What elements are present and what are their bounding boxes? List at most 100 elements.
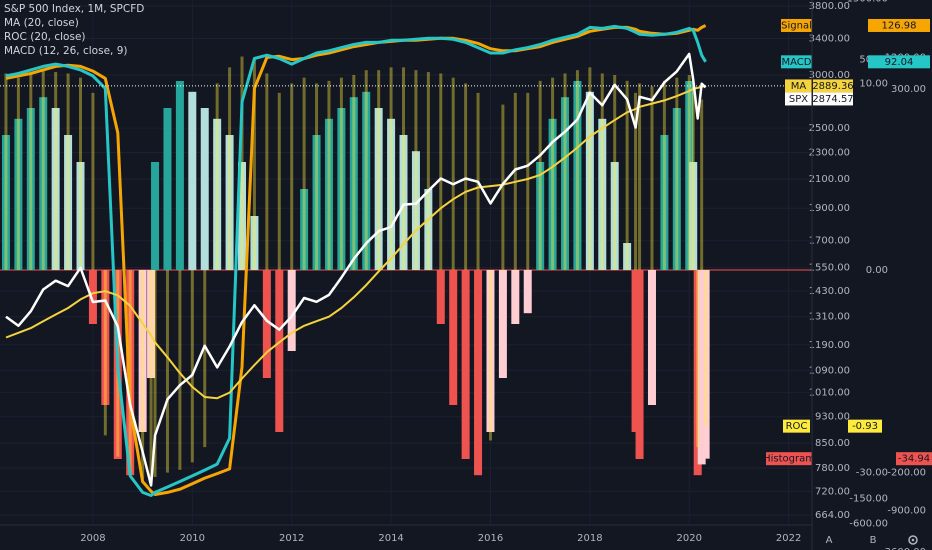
roc-bar <box>4 73 8 270</box>
roc-bar <box>252 57 256 270</box>
histogram-bar <box>399 135 408 270</box>
roc-bar <box>103 270 107 436</box>
y-tick-label: 2300.00 <box>809 147 850 158</box>
roc-bar <box>588 67 592 270</box>
histogram-bar <box>151 162 160 270</box>
roc-tick-label: 10.00 <box>859 78 888 89</box>
log-scale-button[interactable]: B <box>870 535 877 546</box>
macd-tick-label: -3600.00 <box>881 547 926 550</box>
histogram-bar <box>424 189 433 270</box>
roc-bar <box>153 270 157 478</box>
label-name: MA <box>791 81 807 92</box>
y-tick-label: 1010.00 <box>809 388 850 399</box>
histogram-bar <box>275 270 284 432</box>
roc-bar <box>638 83 642 270</box>
histogram-bar <box>374 108 383 270</box>
histogram-bar <box>300 189 309 270</box>
price-line <box>5 84 706 400</box>
macd-tick-label: 300.00 <box>891 84 926 95</box>
roc-bar <box>190 270 194 463</box>
y-tick-label: 3000.00 <box>809 70 850 81</box>
legend-macd: MACD (12, 26, close, 9) <box>4 45 127 57</box>
x-tick-label: 2020 <box>677 533 702 544</box>
histogram-bar <box>689 162 698 270</box>
auto-scale-button[interactable]: A <box>826 535 833 546</box>
x-tick-label: 2012 <box>279 533 304 544</box>
histogram-bar <box>213 118 222 270</box>
histogram-bar <box>126 270 135 476</box>
histogram-bar <box>387 118 396 270</box>
y-tick-label: 1700.00 <box>809 236 850 247</box>
roc-bar <box>634 92 638 270</box>
gear-icon <box>908 535 918 545</box>
label-box <box>783 419 810 433</box>
histogram-bar <box>138 270 147 432</box>
y-tick-label: 1090.00 <box>809 365 850 376</box>
histogram-bar <box>101 270 110 405</box>
price-line <box>5 52 707 487</box>
histogram-bar <box>287 270 296 351</box>
histogram-bar <box>548 118 557 270</box>
histogram-bar <box>561 97 570 270</box>
histogram-bar <box>461 270 470 459</box>
roc-bar <box>178 270 182 470</box>
roc-bar <box>575 70 579 270</box>
roc-bar <box>339 77 343 270</box>
roc-bar <box>526 92 530 270</box>
histogram-bar <box>88 270 97 324</box>
histogram-bar <box>26 108 35 270</box>
roc-bar <box>691 86 695 270</box>
roc-bar <box>696 270 700 448</box>
y-tick-label: 780.00 <box>815 463 850 474</box>
roc-bar <box>277 92 281 270</box>
y-tick-label: 1430.00 <box>809 286 850 297</box>
roc-bar <box>600 73 604 270</box>
roc-bar <box>364 70 368 270</box>
histogram-bar <box>225 135 234 270</box>
roc-bar <box>41 70 45 270</box>
roc-bar <box>265 73 269 270</box>
roc-bar <box>203 270 207 448</box>
value-box <box>896 452 932 466</box>
legend-roc: ROC (20, close) <box>4 31 86 43</box>
macd-tick-label: -900.00 <box>887 506 926 517</box>
x-tick-label: 2022 <box>776 533 801 544</box>
roc-tick-label: 0.00 <box>866 265 888 276</box>
value-label: 2889.36 <box>812 81 853 92</box>
roc-bar <box>29 74 33 270</box>
roc-bar <box>389 67 393 270</box>
roc-bar <box>128 270 132 475</box>
value-label: 126.98 <box>882 20 917 31</box>
histogram-bar <box>647 270 656 405</box>
roc-bar <box>327 80 331 270</box>
value-box <box>848 419 882 433</box>
roc-bar <box>439 73 443 270</box>
value-label: -0.93 <box>852 421 878 432</box>
y-tick-label: 664.00 <box>815 510 850 521</box>
histogram-bar <box>672 108 681 270</box>
roc-bar <box>700 99 704 270</box>
roc-bar <box>352 74 356 270</box>
histogram-bar <box>511 270 520 324</box>
roc-bar <box>464 83 468 270</box>
histogram-bar <box>436 270 445 324</box>
histogram-bar <box>701 270 710 459</box>
roc-bar <box>704 270 708 427</box>
histogram-bar <box>76 162 85 270</box>
labels: Signal 126.98 MACD 92.04 MA 2889.36 SPX 2874.57… <box>763 18 932 466</box>
histogram-bar <box>474 270 483 476</box>
roc-bar <box>149 270 153 481</box>
y-tick-label: 850.00 <box>815 438 850 449</box>
roc-tick-label: -600.00 <box>849 519 888 530</box>
histogram-bar <box>486 270 495 432</box>
histogram-bar <box>623 243 632 270</box>
histogram-bar <box>635 270 644 459</box>
settings-button[interactable] <box>908 535 918 545</box>
roc-bar <box>315 83 319 270</box>
roc-bar <box>141 270 145 479</box>
histogram-bar <box>175 81 184 270</box>
histogram-bar <box>312 135 321 270</box>
macd-tick-label: -200.00 <box>887 467 926 478</box>
roc-bar <box>451 77 455 270</box>
histogram-bar <box>64 135 73 270</box>
